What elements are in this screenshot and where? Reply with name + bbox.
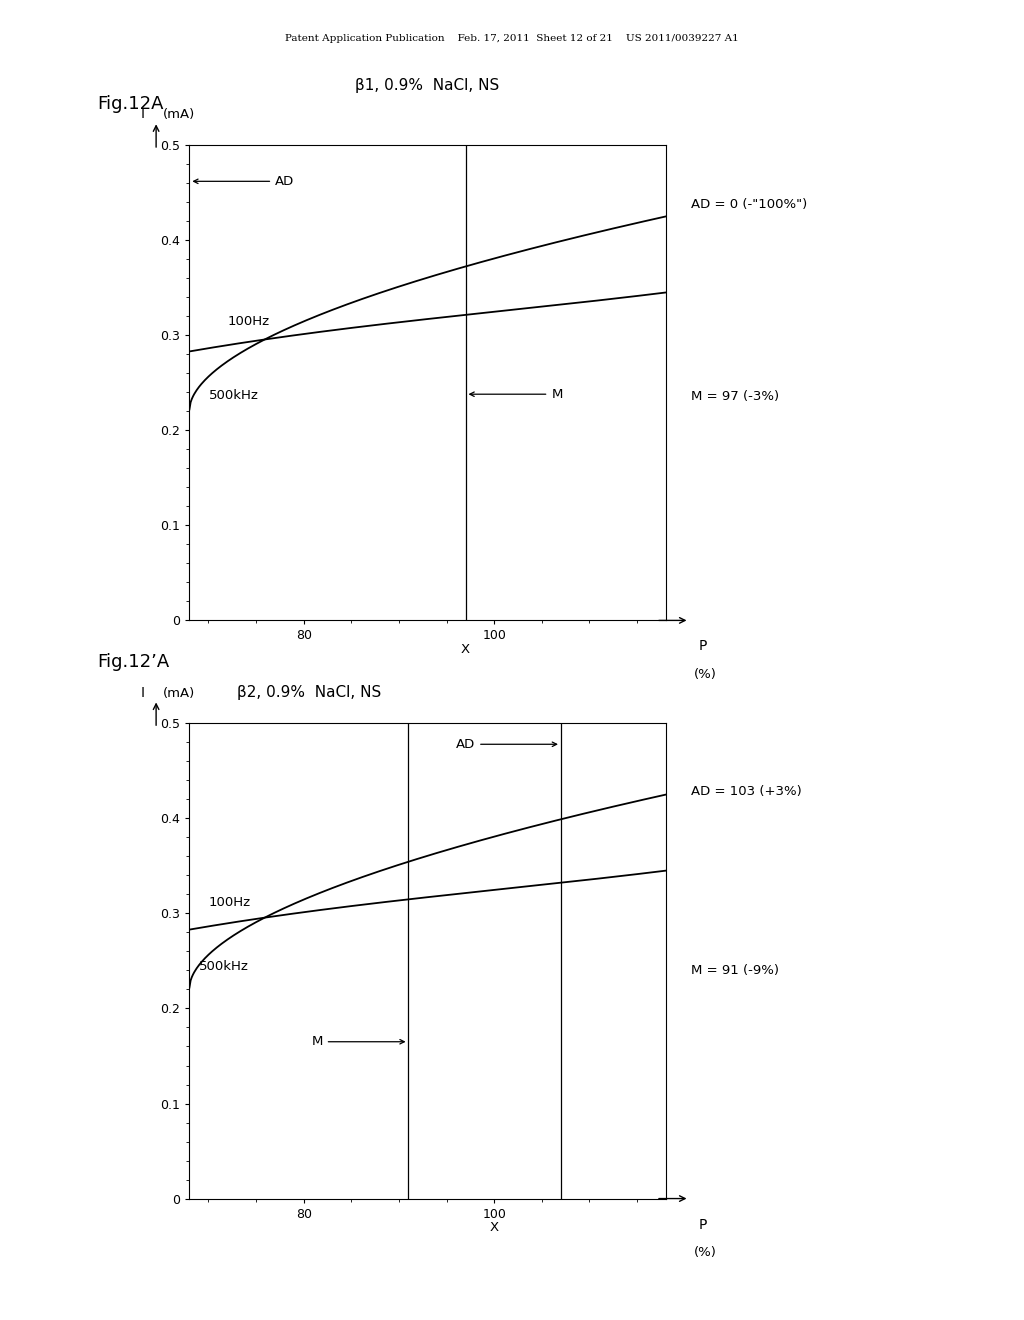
Text: I: I: [140, 107, 144, 121]
Text: 100Hz: 100Hz: [227, 314, 269, 327]
Text: β2, 0.9%  NaCl, NS: β2, 0.9% NaCl, NS: [238, 685, 381, 700]
Text: M: M: [311, 1035, 404, 1048]
Text: (mA): (mA): [163, 686, 196, 700]
Text: M = 97 (-3%): M = 97 (-3%): [691, 389, 779, 403]
Text: 100Hz: 100Hz: [209, 895, 251, 908]
Text: P: P: [699, 639, 708, 653]
Text: X: X: [461, 643, 470, 656]
Text: AD = 103 (+3%): AD = 103 (+3%): [691, 785, 802, 799]
Text: β1, 0.9%  NaCl, NS: β1, 0.9% NaCl, NS: [355, 78, 500, 92]
Text: Fig.12’A: Fig.12’A: [97, 653, 170, 672]
Text: AD: AD: [456, 738, 557, 751]
Text: (%): (%): [694, 1246, 717, 1259]
Text: 500kHz: 500kHz: [209, 388, 258, 401]
Text: P: P: [699, 1217, 708, 1232]
Text: X: X: [489, 1221, 499, 1234]
Text: I: I: [140, 685, 144, 700]
Text: M: M: [470, 388, 563, 401]
Text: (%): (%): [694, 668, 717, 681]
Text: AD: AD: [194, 174, 294, 187]
Text: 500kHz: 500kHz: [199, 960, 249, 973]
Text: AD = 0 (-"100%"): AD = 0 (-"100%"): [691, 198, 808, 211]
Text: Patent Application Publication    Feb. 17, 2011  Sheet 12 of 21    US 2011/00392: Patent Application Publication Feb. 17, …: [285, 34, 739, 44]
Text: M = 91 (-9%): M = 91 (-9%): [691, 964, 779, 977]
Text: (mA): (mA): [163, 108, 196, 121]
Text: Fig.12A: Fig.12A: [97, 95, 164, 114]
